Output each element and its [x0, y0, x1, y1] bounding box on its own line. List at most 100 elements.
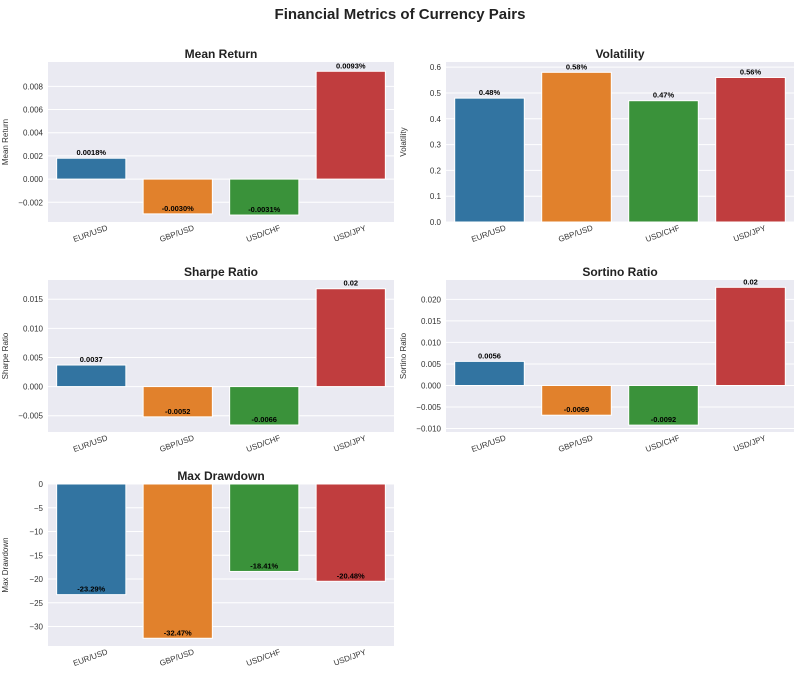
panel-mean-return: −0.002 0.000 0.002 0.004 0.006 0.008 Mean Retu…: [1, 47, 394, 244]
y-tick-label: 0.015: [23, 295, 44, 304]
y-axis-label: Sortino Ratio: [399, 332, 408, 379]
y-tick-label: −0.010: [416, 425, 441, 434]
x-tick-label: USD/JPY: [732, 223, 767, 243]
y-tick-label: −20: [29, 575, 43, 584]
data-label: 0.48%: [479, 88, 501, 97]
x-tick-label: EUR/USD: [72, 647, 109, 668]
y-tick-label: −15: [29, 551, 43, 560]
y-axis-label: Volatility: [399, 127, 408, 156]
y-tick-label: 0.4: [430, 115, 442, 124]
panel-sortino-ratio: −0.010 −0.005 0.000 0.005 0.010 0.015 0.020 Sor…: [399, 265, 794, 454]
x-tick-label: GBP/USD: [557, 433, 594, 454]
x-tick-label: EUR/USD: [72, 433, 109, 454]
y-tick-label: −10: [29, 528, 43, 537]
bar-usd-chf: [628, 384, 699, 426]
y-tick-label: 0.006: [23, 106, 44, 115]
y-tick-label: 0.020: [421, 295, 442, 304]
y-tick-label: 0.3: [430, 141, 442, 150]
y-tick-label: 0.6: [430, 63, 442, 72]
y-tick-label: 0.2: [430, 166, 442, 175]
bar-usd-jpy: [315, 288, 386, 388]
x-tick-label: USD/CHF: [644, 223, 681, 244]
data-label: -20.48%: [337, 571, 365, 580]
y-tick-label: 0.010: [23, 324, 44, 333]
panel-max-drawdown: −30 −25 −20 −15 −10 −5 0 Max Drawdown Max Drawdo…: [1, 469, 394, 668]
panel-title: Sharpe Ratio: [184, 265, 258, 279]
y-tick-label: 0: [39, 480, 44, 489]
y-tick-label: −5: [34, 504, 44, 513]
bar-eur-usd: [454, 360, 525, 386]
bar-usd-jpy: [715, 286, 786, 386]
y-tick-label: 0.002: [23, 152, 44, 161]
y-tick-label: −30: [29, 623, 43, 632]
x-tick-label: USD/CHF: [245, 647, 282, 668]
y-tick-label: −25: [29, 599, 43, 608]
y-tick-label: 0.000: [23, 383, 44, 392]
x-tick-label: GBP/USD: [158, 647, 195, 668]
panel-title: Sortino Ratio: [582, 265, 657, 279]
y-tick-label: −0.005: [18, 412, 43, 421]
data-label: -0.0092: [651, 415, 676, 424]
data-label: 0.0037: [80, 355, 103, 364]
data-label: -23.29%: [77, 585, 105, 594]
bar-gbp-usd: [142, 178, 213, 215]
data-label: -0.0066: [252, 415, 277, 424]
panel-sharpe-ratio: −0.005 0.000 0.005 0.010 0.015 Sharpe Ratio Sh…: [1, 265, 394, 454]
bar-gbp-usd: [142, 386, 213, 418]
bar-usd-jpy: [315, 483, 386, 582]
y-tick-label: 0.1: [430, 192, 442, 201]
y-tick-label: 0.010: [421, 338, 442, 347]
x-tick-label: GBP/USD: [158, 223, 195, 244]
y-tick-label: 0.0: [430, 218, 442, 227]
x-tick-label: USD/JPY: [332, 223, 367, 243]
x-tick-label: GBP/USD: [557, 223, 594, 244]
data-label: -0.0052: [165, 407, 190, 416]
data-label: 0.0018%: [76, 148, 106, 157]
data-label: 0.47%: [653, 91, 675, 100]
y-tick-label: 0.005: [421, 360, 442, 369]
data-label: 0.58%: [566, 62, 588, 71]
y-tick-label: 0.005: [23, 353, 44, 362]
data-label: -0.0069: [564, 405, 589, 414]
data-label: 0.56%: [740, 67, 762, 76]
x-tick-label: USD/JPY: [332, 433, 367, 453]
y-tick-label: −0.005: [416, 403, 441, 412]
x-tick-label: USD/CHF: [245, 433, 282, 454]
figure-title: Financial Metrics of Currency Pairs: [275, 6, 526, 23]
bar-usd-chf: [229, 386, 300, 426]
y-tick-label: 0.015: [421, 317, 442, 326]
bar-usd-jpy: [715, 76, 786, 223]
y-tick-label: 0.008: [23, 82, 44, 91]
data-label: 0.0056: [478, 351, 501, 360]
x-tick-label: EUR/USD: [470, 433, 507, 454]
y-axis-label: Sharpe Ratio: [1, 332, 10, 379]
bar-usd-chf: [229, 483, 300, 572]
bar-eur-usd: [454, 97, 525, 223]
y-axis-label: Mean Return: [1, 119, 10, 165]
bar-usd-chf: [628, 100, 699, 223]
bar-usd-jpy: [315, 70, 386, 180]
panel-title: Mean Return: [185, 47, 258, 61]
data-label: -18.41%: [250, 561, 278, 570]
bar-eur-usd: [56, 364, 127, 388]
data-label: -32.47%: [164, 628, 192, 637]
bar-gbp-usd: [541, 71, 612, 223]
y-tick-label: 0.000: [421, 381, 442, 390]
x-tick-label: USD/JPY: [332, 647, 367, 667]
panel-title: Max Drawdown: [177, 469, 264, 483]
bar-eur-usd: [56, 483, 127, 596]
panel-volatility: 0.0 0.1 0.2 0.3 0.4 0.5 0.6 Volatility Volatilit…: [399, 47, 794, 244]
bar-gbp-usd: [541, 384, 612, 416]
y-axis-label: Max Drawdown: [1, 537, 10, 592]
x-tick-label: EUR/USD: [72, 223, 109, 244]
x-tick-label: GBP/USD: [158, 433, 195, 454]
data-label: -0.0030%: [162, 204, 194, 213]
x-tick-label: USD/CHF: [245, 223, 282, 244]
y-tick-label: 0.5: [430, 89, 442, 98]
data-label: 0.02: [743, 277, 758, 286]
y-tick-label: 0.004: [23, 129, 44, 138]
data-label: 0.0093%: [336, 61, 366, 70]
x-tick-label: EUR/USD: [470, 223, 507, 244]
bar-gbp-usd: [142, 483, 213, 639]
